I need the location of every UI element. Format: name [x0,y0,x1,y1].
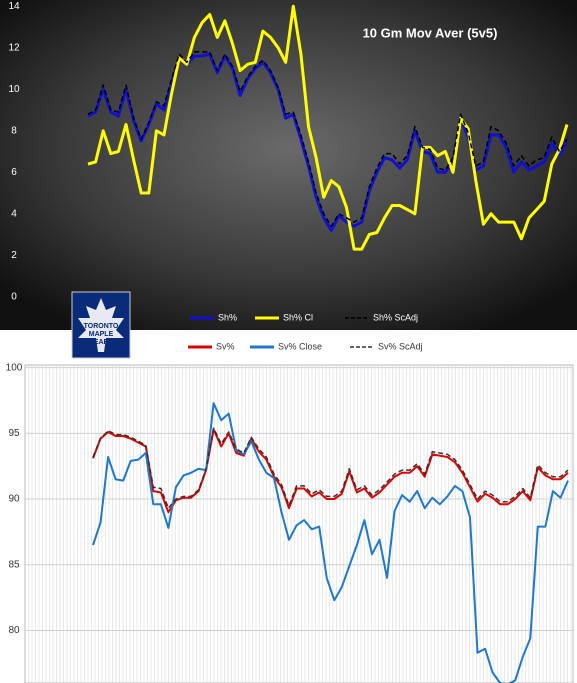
y-tick-label: 4 [11,208,17,219]
plot [87,4,569,251]
y-tick-label: 12 [8,42,20,53]
logo-text: TORONTO [84,323,119,330]
logo-leaf [78,298,124,352]
top-chart-bg [0,0,577,330]
legend-label: Sv% [216,341,235,351]
y-tick-label: 85 [8,559,20,570]
series-line [87,51,568,227]
y-tick-label: 10 [8,84,20,95]
legend-label: Sv% ScAdj [378,341,423,351]
logo-text: LEAFS [90,339,113,346]
legend-label: Sh% [218,312,237,322]
y-tick-label: 95 [8,428,20,439]
plot [92,402,569,683]
y-tick-label: 0 [11,291,17,302]
y-tick-label: 80 [8,625,20,636]
series-line [87,4,569,251]
y-tick-label: 90 [8,494,20,505]
logo-text: MAPLE [89,331,114,338]
series-line [92,402,569,683]
legend-label: Sh% ScAdj [373,312,418,322]
y-tick-label: 2 [11,250,17,261]
chart-title: 10 Gm Mov Aver (5v5) [363,25,498,40]
y-tick-label: 100 [6,362,23,373]
legend-label: Sv% Close [278,341,322,351]
y-tick-label: 14 [8,1,20,12]
y-tick-label: 6 [11,167,17,178]
y-tick-label: 8 [11,125,17,136]
series-line [87,52,569,232]
legend-label: Sh% Cl [283,312,313,322]
logo: TORONTO MAPLE LEAFS [71,291,131,359]
